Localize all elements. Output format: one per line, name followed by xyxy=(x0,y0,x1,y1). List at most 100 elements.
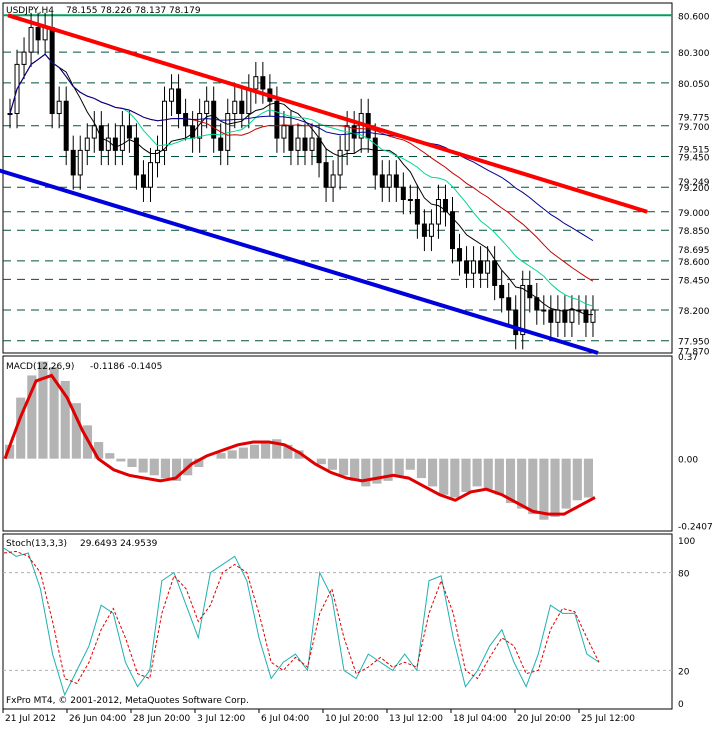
price-tick-label: 77.870 xyxy=(678,348,710,358)
time-axis-label: 10 Jul 20:00 xyxy=(325,714,379,724)
macd-tick-label: 0.00 xyxy=(678,456,698,466)
macd-histogram-bar xyxy=(127,458,137,467)
candle-body xyxy=(162,100,168,151)
time-axis-label: 6 Jul 04:00 xyxy=(261,714,310,724)
stoch-tick-label: 80 xyxy=(678,570,690,580)
candle-body xyxy=(372,137,378,176)
macd-histogram-bar xyxy=(450,458,460,498)
candle-body xyxy=(91,125,97,139)
macd-histogram-bar xyxy=(327,458,337,470)
macd-histogram-bar xyxy=(283,444,293,459)
candle-body xyxy=(435,198,441,225)
macd-histogram-bar xyxy=(350,458,360,481)
candle-body xyxy=(197,113,203,139)
level-label: 80.600 xyxy=(678,12,710,22)
price-tick-label: 79.775 xyxy=(678,114,710,124)
macd-histogram-bar xyxy=(472,458,482,487)
candle-body xyxy=(316,137,322,164)
candle-body xyxy=(527,284,533,299)
candle-body xyxy=(471,260,477,274)
macd-values: -0.1186 -0.1405 xyxy=(90,362,162,372)
stoch-main-line xyxy=(3,547,600,697)
macd-histogram-bar xyxy=(105,453,115,459)
time-axis-label: 25 Jul 12:00 xyxy=(581,714,635,724)
macd-histogram-bar xyxy=(338,458,349,476)
macd-histogram-bar xyxy=(249,444,260,459)
candle-body xyxy=(492,260,498,286)
level-label: 78.450 xyxy=(678,276,710,286)
macd-histogram-bar xyxy=(116,458,126,462)
macd-histogram-bar xyxy=(539,458,549,520)
candle-body xyxy=(555,309,561,323)
candle-body xyxy=(569,309,575,323)
candle-body xyxy=(464,260,470,274)
candle-body xyxy=(344,125,350,151)
candle-body xyxy=(457,248,463,262)
macd-histogram-bar xyxy=(550,458,560,517)
level-label: 78.200 xyxy=(678,307,710,317)
candle-body xyxy=(49,27,55,115)
macd-histogram-bar xyxy=(572,458,582,501)
price-panel-frame xyxy=(2,2,673,354)
stoch-tick-label: 0 xyxy=(678,700,684,710)
candle-body xyxy=(281,125,287,139)
stoch-values: 29.6493 24.9539 xyxy=(80,539,158,549)
candle-body xyxy=(232,100,238,115)
time-axis-label: 20 Jul 20:00 xyxy=(517,714,571,724)
candle-body xyxy=(155,149,160,164)
stoch-panel-frame xyxy=(2,533,673,710)
candle-body xyxy=(520,284,526,336)
candle-body xyxy=(288,125,294,151)
macd-histogram-bar xyxy=(49,367,59,459)
candle-body xyxy=(77,149,83,176)
macd-histogram-bar xyxy=(383,458,393,481)
macd-histogram-bar xyxy=(394,458,404,476)
candle-body xyxy=(253,76,259,90)
candle-body xyxy=(183,113,189,127)
macd-histogram-bar xyxy=(71,403,81,459)
trendline-lower xyxy=(0,168,599,355)
time-axis-label: 21 Jul 2012 xyxy=(5,714,56,724)
candle-body xyxy=(239,100,245,115)
candle-body xyxy=(70,149,76,176)
level-label: 79.450 xyxy=(678,154,710,164)
level-label: 79.200 xyxy=(678,184,710,194)
macd-histogram-bar xyxy=(194,458,204,467)
macd-title: MACD(12,26,9) xyxy=(6,362,74,372)
macd-tick-label: 0.37 xyxy=(678,353,698,363)
candle-body xyxy=(400,186,406,200)
macd-histogram-bar xyxy=(261,442,271,459)
macd-histogram-bar xyxy=(171,458,182,481)
macd-tick-label: -0.2407 xyxy=(678,522,712,532)
candle-body xyxy=(379,174,385,188)
candle-body xyxy=(506,297,512,311)
macd-histogram-bar xyxy=(227,450,237,459)
candle-body xyxy=(478,260,484,274)
time-axis-label: 18 Jul 04:00 xyxy=(453,714,507,724)
stoch-tick-label: 100 xyxy=(678,537,695,547)
macd-histogram-bar xyxy=(439,458,449,495)
macd-histogram-bar xyxy=(216,453,226,459)
copyright-footer: FxPro MT4, © 2001-2012, MetaQuotes Softw… xyxy=(6,696,249,706)
level-label: 79.000 xyxy=(678,209,710,219)
macd-histogram-bar xyxy=(483,458,493,490)
candle-body xyxy=(133,137,139,176)
moving-average-fast xyxy=(9,53,593,316)
candle-body xyxy=(7,113,13,116)
time-axis-label: 13 Jul 12:00 xyxy=(389,714,443,724)
candle-body xyxy=(548,309,554,323)
candle-body xyxy=(176,88,182,115)
candle-body xyxy=(147,162,153,188)
time-axis-label: 3 Jul 12:00 xyxy=(197,714,246,724)
level-label: 78.850 xyxy=(678,227,710,237)
candle-body xyxy=(169,88,175,102)
macd-histogram-bar xyxy=(561,458,571,509)
level-label: 78.600 xyxy=(678,258,710,268)
price-tick-label: 79.249 xyxy=(678,178,710,188)
macd-signal-line xyxy=(3,373,596,516)
macd-histogram-bar xyxy=(494,458,504,495)
level-label: 80.050 xyxy=(678,80,710,90)
candle-body xyxy=(112,137,118,151)
